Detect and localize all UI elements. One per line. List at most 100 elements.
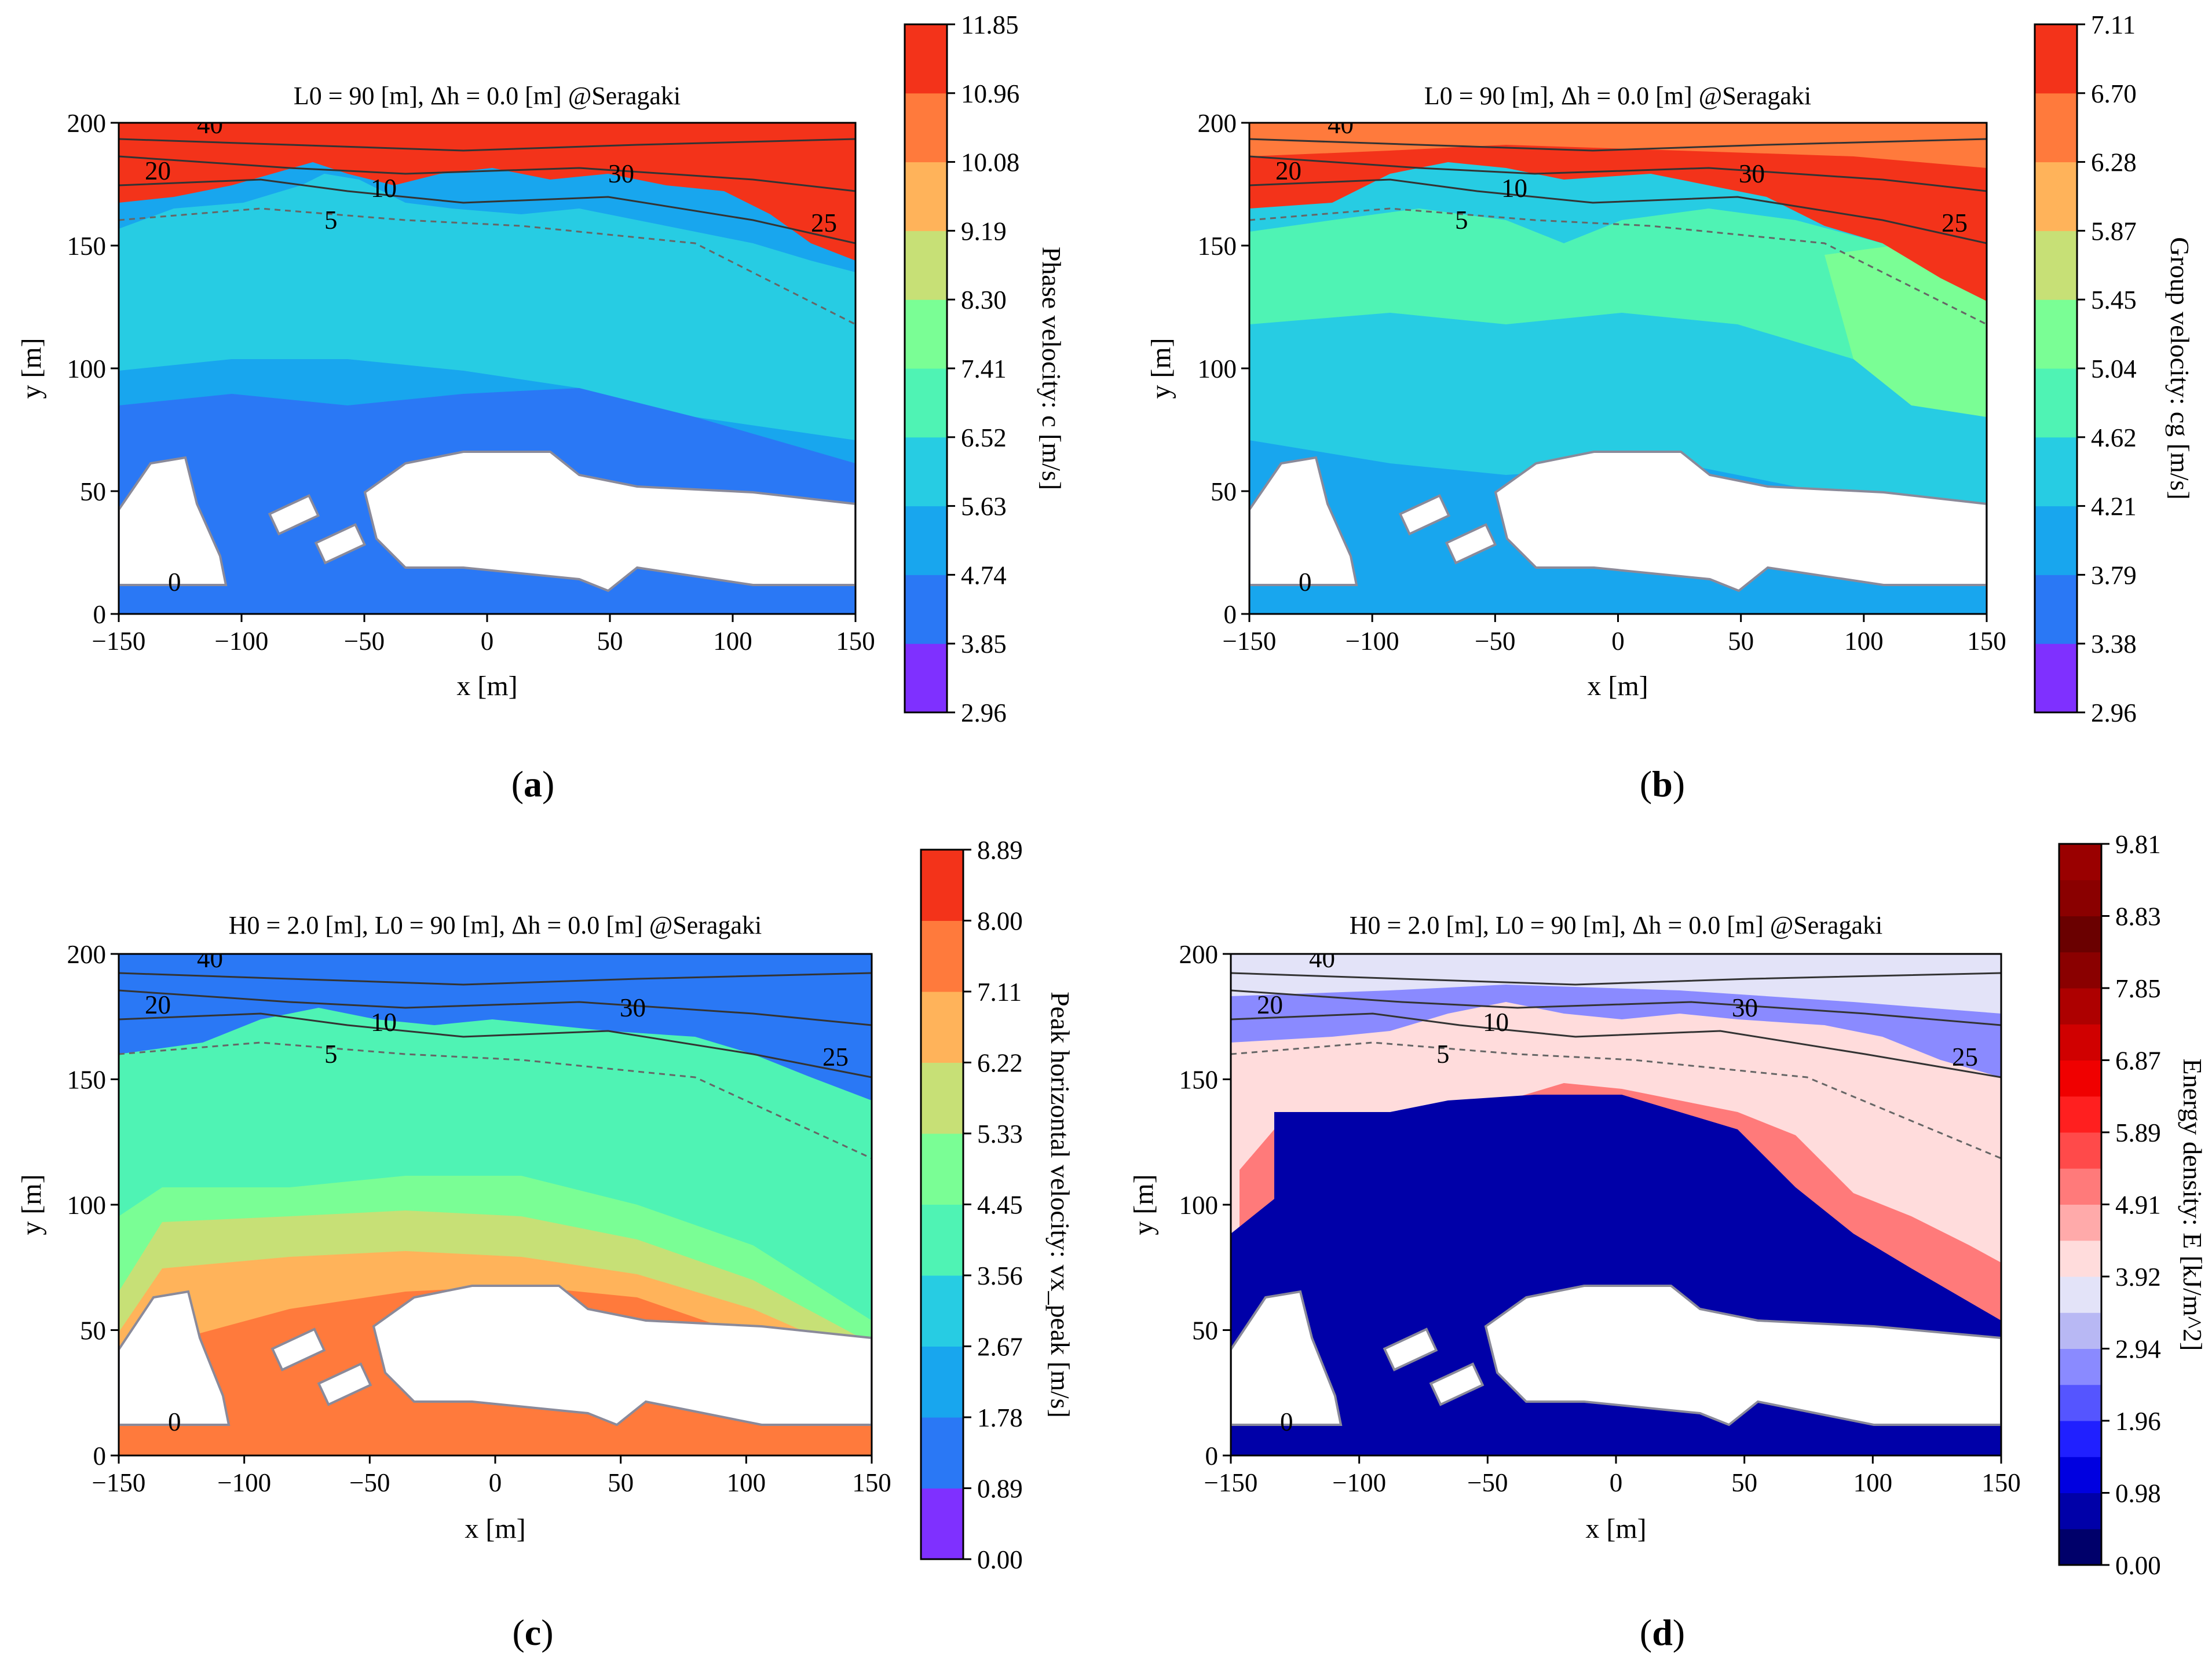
panel-b-contours <box>1249 138 1987 326</box>
panel-c-colorbar-tick-label: 1.78 <box>977 1403 1023 1432</box>
panel-c-land-west <box>119 1290 231 1426</box>
caption-char: c <box>525 1612 541 1653</box>
panel-a-colorbar-tick-label: 9.19 <box>961 217 1007 246</box>
panel-a-ytick-label: 0 <box>93 600 107 629</box>
panel-b-colorbar-tick-label: 5.45 <box>2091 286 2137 314</box>
panel-a-colorbar-segment <box>905 643 947 713</box>
panel-c-colorbar-segment <box>921 920 963 992</box>
panel-d-xtick-label: −150 <box>1204 1468 1258 1497</box>
panel-b-colorbar-label: Group velocity: cg [m/s] <box>2165 237 2195 500</box>
panel-c: H0 = 2.0 [m], L0 = 90 [m], Δh = 0.0 [m] … <box>16 836 1075 1653</box>
panel-b-colorbar-tick-label: 5.87 <box>2091 217 2137 246</box>
panel-b-plot-area: 40 20 10 5 30 25 0 <box>1249 123 1987 614</box>
caption-char: ( <box>1640 763 1652 804</box>
panel-b-caption-label: (b) <box>1640 763 1685 804</box>
panel-b-band-green <box>1249 209 1987 359</box>
panel-d-contours <box>1231 972 2001 1160</box>
panel-b-colorbar: 2.96 3.38 3.79 4.21 4.62 5.04 5.45 5.87 6.28 6.70… <box>2034 10 2137 727</box>
panel-b-colorbar-tick-label: 6.70 <box>2091 79 2137 108</box>
panel-a-colorbar-segment <box>905 162 947 231</box>
panel-d-colorbar-segment <box>2059 1348 2101 1385</box>
panel-a-ytick-label: 50 <box>80 477 106 506</box>
panel-a-xtick-label: 0 <box>481 627 494 656</box>
panel-d-ytick-label: 150 <box>1179 1066 1219 1095</box>
panel-a-colorbar-segment <box>905 24 947 94</box>
panel-b-colorbar-segment <box>2035 24 2077 94</box>
panel-b-colorbar-segment <box>2035 93 2077 163</box>
panel-a-colorbar-segment <box>905 575 947 644</box>
panel-c-land-main <box>372 1285 872 1427</box>
caption-char: ) <box>542 763 554 804</box>
panel-c-contour-labels: 40 20 10 5 30 25 0 <box>145 954 849 1436</box>
panel-c-ylabel: y [m] <box>16 1174 47 1235</box>
panel-d-caption: (d) <box>1640 1612 1685 1653</box>
panel-a-xlabel: x [m] <box>456 671 517 701</box>
panel-a-xtick-label: 100 <box>713 627 752 656</box>
panel-a-contour-label-20: 20 <box>145 156 171 185</box>
panel-c-contour-label-25: 25 <box>822 1043 849 1071</box>
panel-d-contour-label-20: 20 <box>1257 990 1283 1019</box>
panel-d-colorbar-tick-label: 3.92 <box>2115 1263 2161 1292</box>
panel-b-ytick-label: 100 <box>1198 354 1237 383</box>
panel-c-contour-label-20: 20 <box>145 990 171 1019</box>
panel-d-colorbar-tick-label: 0.98 <box>2115 1479 2161 1508</box>
panel-b-colorbar-tick-label: 5.04 <box>2091 354 2137 383</box>
panel-b-contour-label-0: 0 <box>1299 568 1312 597</box>
panel-b-colorbar-tick-label: 6.28 <box>2091 148 2137 177</box>
panel-c-colorbar-tick-label: 4.45 <box>977 1191 1023 1220</box>
panel-a-caption: (a) <box>511 763 555 804</box>
panel-c-colorbar-segment <box>921 1204 963 1276</box>
panel-c-colorbar-tick-label: 5.33 <box>977 1120 1023 1149</box>
panel-d-ytick-label: 200 <box>1179 940 1219 969</box>
panel-a-plot-area: 40 20 10 5 30 25 0 <box>119 123 855 614</box>
panel-c-ytick-label: 200 <box>67 940 107 969</box>
panel-d-breakwater-2 <box>1429 1362 1485 1406</box>
panel-d-land-west <box>1231 1290 1343 1426</box>
panel-d: H0 = 2.0 [m], L0 = 90 [m], Δh = 0.0 [m] … <box>1128 830 2207 1653</box>
panel-b-contour-label-30: 30 <box>1739 159 1765 188</box>
panel-a-colorbar-tick-label: 4.74 <box>961 561 1007 590</box>
panel-b-colorbar-tick-label: 4.21 <box>2091 492 2137 521</box>
panel-d-xtick-label: −100 <box>1332 1468 1386 1497</box>
panel-c-caption: (c) <box>512 1612 553 1653</box>
panel-a-colorbar-tick-label: 5.63 <box>961 492 1007 521</box>
panel-a-ytick-label: 100 <box>67 354 107 383</box>
panel-c-colorbar-tick-label: 0.89 <box>977 1475 1023 1504</box>
panel-d-xtick-label: 100 <box>1853 1468 1893 1497</box>
panel-c-xtick-label: 0 <box>489 1468 502 1497</box>
panel-c-colorbar-tick-label: 8.00 <box>977 907 1023 936</box>
panel-d-colorbar-tick-label: 1.96 <box>2115 1407 2161 1436</box>
caption-char: a <box>524 763 542 804</box>
panel-a-title: L0 = 90 [m], Δh = 0.0 [m] @Seragaki <box>294 82 681 110</box>
caption-char: ( <box>512 1612 524 1653</box>
panel-a-colorbar-tick-label: 2.96 <box>961 698 1007 727</box>
panel-a-colorbar-segment <box>905 368 947 438</box>
panel-a-colorbar-tick-label: 11.85 <box>961 10 1019 39</box>
panel-d-colorbar-segment <box>2059 1312 2101 1349</box>
caption-char: ) <box>1673 1612 1685 1653</box>
panel-b: L0 = 90 [m], Δh = 0.0 [m] @Seragaki 40 2… <box>1146 10 2195 804</box>
panel-b-contour-label-20: 20 <box>1275 156 1301 185</box>
panel-b-band-orange <box>1249 123 1987 168</box>
caption-char: ) <box>1673 763 1685 804</box>
panel-c-caption-label: (c) <box>512 1612 553 1653</box>
panel-a-colorbar-label: Phase velocity: c [m/s] <box>1037 247 1066 490</box>
panel-d-colorbar-segment <box>2059 1528 2101 1566</box>
panel-b-title: L0 = 90 [m], Δh = 0.0 [m] @Seragaki <box>1424 82 1811 110</box>
panel-a-contour-label-0: 0 <box>168 568 181 597</box>
panel-b-colorbar-segment <box>2035 299 2077 369</box>
panel-b-breakwater-2 <box>1445 523 1497 565</box>
panel-c-colorbar-segment <box>921 1133 963 1205</box>
panel-b-xtick-label: 150 <box>1967 627 2006 656</box>
panel-c-breakwater-1 <box>270 1327 326 1372</box>
panel-b-ytick-label: 200 <box>1198 109 1237 138</box>
panel-d-colorbar-tick-label: 2.94 <box>2115 1335 2161 1364</box>
panel-a-ytick-label: 150 <box>67 232 107 261</box>
panel-b-xtick-label: −100 <box>1346 627 1399 656</box>
panel-d-colorbar-segment <box>2059 1096 2101 1133</box>
panel-d-ylabel: y [m] <box>1128 1174 1159 1235</box>
panel-d-xtick-label: 50 <box>1731 1468 1757 1497</box>
panel-a-colorbar-tick-label: 10.08 <box>961 148 1019 177</box>
panel-d-colorbar-tick-label: 9.81 <box>2115 830 2161 859</box>
